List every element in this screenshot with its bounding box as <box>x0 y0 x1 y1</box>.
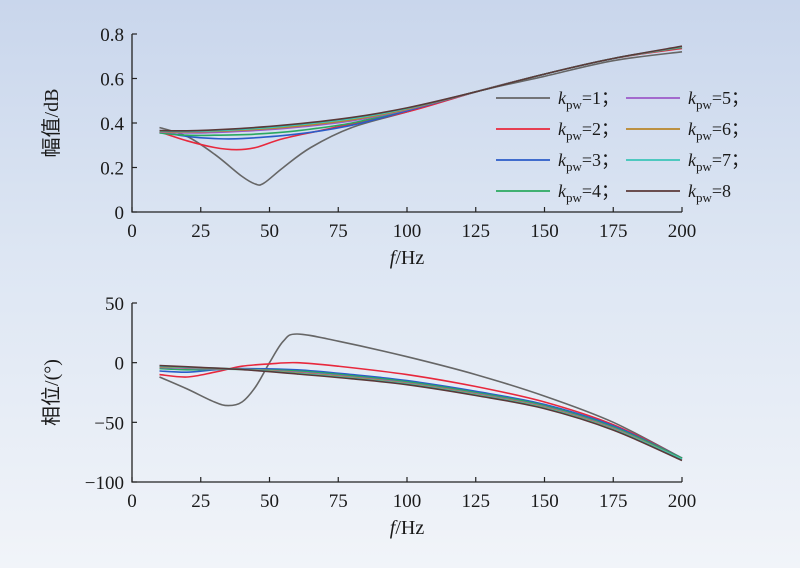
chart-panel-2: 0 25 50 75 100 125 150 175 200 50 0 −50 −100 f/Hz 相位/(… <box>40 294 696 539</box>
x-tick-label: 100 <box>393 491 422 512</box>
x-tick-label: 25 <box>191 221 210 242</box>
series-line-1 <box>159 333 683 459</box>
series-line-2 <box>159 361 683 459</box>
x-tick-label: 200 <box>668 221 697 242</box>
legend-label-2: kpw=2； <box>558 119 619 143</box>
chart-panel-1: 0 25 50 75 100 125 150 175 200 0 0.2 0.4 0.6 0.8 f/Hz 幅… <box>40 25 749 269</box>
legend-label-6: kpw=6； <box>688 119 749 143</box>
series-line-8 <box>159 364 683 462</box>
legend-label-1: kpw=1； <box>558 88 619 112</box>
x-tick-label: 150 <box>530 491 559 512</box>
y-tick-label: 0 <box>115 203 125 224</box>
y-axis-label: 幅值/dB <box>40 89 63 158</box>
x-tick-label: 25 <box>191 491 210 512</box>
x-tick-label: 175 <box>599 491 628 512</box>
legend-label-8: kpw=8 <box>688 181 731 205</box>
x-tick-label: 100 <box>393 221 422 242</box>
legend-label-7: kpw=7； <box>688 150 749 174</box>
legend-label-4: kpw=4； <box>558 181 619 205</box>
x-axis-label: f/Hz <box>390 247 425 269</box>
series-line-7 <box>159 365 683 461</box>
x-tick-label: 0 <box>127 491 137 512</box>
y-tick-label: 0.8 <box>100 25 124 46</box>
y-tick-label: 0.4 <box>100 114 124 135</box>
x-tick-label: 200 <box>668 491 697 512</box>
axis-lines <box>131 303 682 483</box>
legend: kpw=1； kpw=2； kpw=3； kpw=4； kpw=5； kpw=6； kpw=… <box>496 88 749 205</box>
x-tick-label: 150 <box>530 221 559 242</box>
series-line-6 <box>159 366 683 461</box>
x-tick-label: 125 <box>462 491 491 512</box>
series-line-5 <box>159 366 683 461</box>
y-tick-label: −50 <box>94 413 124 434</box>
series-line-8 <box>159 45 683 132</box>
x-tick-label: 175 <box>599 221 628 242</box>
y-tick-label: 0 <box>115 354 125 375</box>
x-tick-label: 0 <box>127 221 137 242</box>
x-tick-label: 50 <box>260 221 279 242</box>
x-tick-label: 50 <box>260 491 279 512</box>
y-tick-label: 50 <box>105 294 124 315</box>
y-tick-label: 0.2 <box>100 159 124 180</box>
x-tick-label: 75 <box>329 491 348 512</box>
x-tick-label: 75 <box>329 221 348 242</box>
y-axis-label: 相位/(°) <box>40 359 63 426</box>
series-line-1 <box>159 51 683 186</box>
series-line-3 <box>159 367 683 459</box>
x-axis-label: f/Hz <box>390 517 425 539</box>
legend-label-5: kpw=5； <box>688 88 749 112</box>
legend-label-3: kpw=3； <box>558 150 619 174</box>
y-tick-label: 0.6 <box>100 70 124 91</box>
y-tick-label: −100 <box>85 473 124 494</box>
x-tick-label: 125 <box>462 221 491 242</box>
